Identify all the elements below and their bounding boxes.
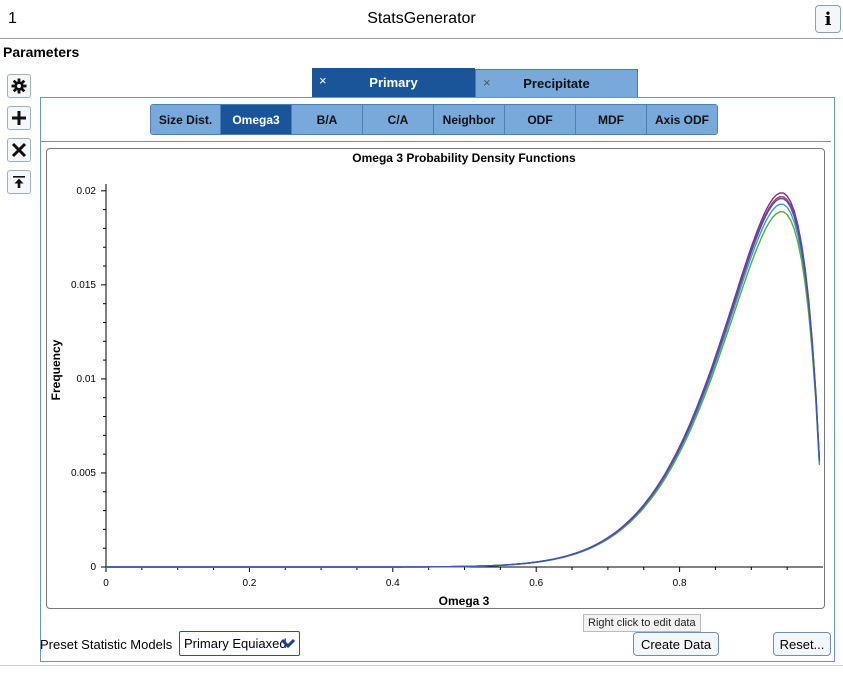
tab-mdf[interactable]: MDF — [576, 105, 647, 134]
panel-divider — [41, 141, 831, 142]
parameters-label: Parameters — [3, 44, 80, 60]
x-axis-label: Omega 3 — [439, 594, 490, 607]
title-bar — [0, 0, 843, 39]
y-axis-label: Frequency — [49, 339, 63, 400]
series-line-2 — [106, 195, 821, 568]
y-tick-label: 0.005 — [71, 468, 96, 479]
close-icon[interactable]: × — [483, 75, 491, 90]
series-line-5 — [106, 197, 821, 568]
x-tick-label: 0.8 — [673, 578, 687, 589]
preset-select[interactable]: Primary Equiaxed — [179, 631, 300, 656]
add-button[interactable] — [7, 106, 31, 130]
x-tick-label: 0.6 — [529, 578, 543, 589]
tab-neighbor[interactable]: Neighbor — [434, 105, 505, 134]
close-icon[interactable]: × — [319, 73, 327, 88]
stats-panel — [40, 97, 835, 662]
y-tick-label: 0.015 — [71, 280, 96, 291]
info-icon: i — [824, 8, 832, 30]
y-tick-label: 0.02 — [77, 186, 97, 197]
delete-button[interactable] — [7, 138, 31, 162]
window-index: 1 — [8, 10, 17, 27]
y-tick-label: 0 — [90, 562, 96, 573]
plus-icon — [12, 111, 26, 125]
tab-axis-odf[interactable]: Axis ODF — [647, 105, 717, 134]
tab-primary-label: Primary — [369, 75, 418, 90]
settings-button[interactable] — [7, 74, 31, 98]
tab-size-dist[interactable]: Size Dist. — [151, 105, 221, 134]
series-line-3 — [106, 203, 821, 568]
x-tick-label: 0 — [103, 578, 109, 589]
close-icon — [11, 142, 27, 158]
chart-frame — [46, 148, 825, 609]
tab-c-a[interactable]: C/A — [363, 105, 434, 134]
tab-precipitate-label: Precipitate — [523, 76, 590, 91]
reset-button[interactable]: Reset... — [773, 632, 831, 656]
gear-icon — [11, 78, 27, 94]
upload-button[interactable] — [7, 170, 31, 194]
tab-precipitate[interactable]: × Precipitate — [475, 69, 638, 98]
series-line-1 — [106, 192, 821, 568]
tab-primary[interactable]: × Primary — [312, 68, 475, 97]
upload-arrow-icon — [13, 176, 25, 188]
tab-omega3[interactable]: Omega3 — [221, 105, 292, 134]
bottom-divider — [0, 665, 843, 666]
x-tick-label: 0.2 — [242, 578, 256, 589]
y-tick-label: 0.01 — [77, 374, 97, 385]
chart-title: Omega 3 Probability Density Functions — [352, 151, 576, 165]
info-button[interactable]: i — [815, 5, 841, 33]
distribution-tabs: Size Dist. Omega3 B/A C/A Neighbor ODF M… — [150, 104, 718, 135]
tab-odf[interactable]: ODF — [505, 105, 576, 134]
preset-label: Preset Statistic Models — [40, 637, 173, 652]
series-line-4 — [106, 210, 821, 568]
tooltip: Right click to edit data — [583, 614, 701, 632]
tab-b-a[interactable]: B/A — [292, 105, 363, 134]
create-data-button[interactable]: Create Data — [633, 632, 719, 656]
chevron-down-icon — [280, 638, 296, 649]
omega3-chart[interactable]: Omega 3 Probability Density Functions Fr… — [46, 148, 823, 607]
x-tick-label: 0.4 — [386, 578, 400, 589]
preset-value: Primary Equiaxed — [184, 636, 287, 651]
window-title: StatsGenerator — [367, 10, 476, 27]
